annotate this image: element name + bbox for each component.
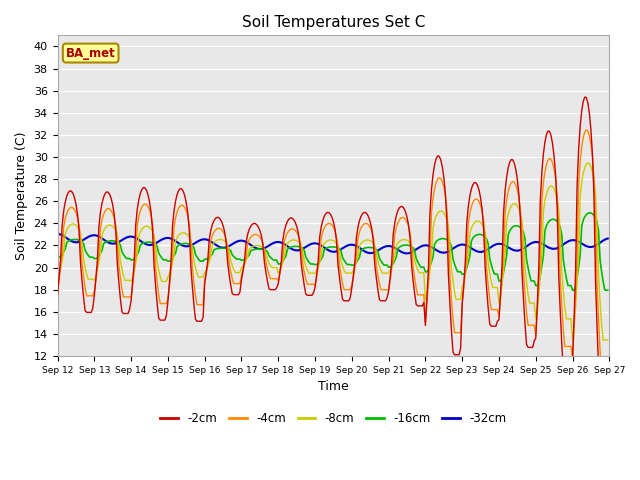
Text: BA_met: BA_met: [66, 47, 116, 60]
Y-axis label: Soil Temperature (C): Soil Temperature (C): [15, 132, 28, 260]
Title: Soil Temperatures Set C: Soil Temperatures Set C: [242, 15, 425, 30]
Legend: -2cm, -4cm, -8cm, -16cm, -32cm: -2cm, -4cm, -8cm, -16cm, -32cm: [156, 407, 511, 430]
X-axis label: Time: Time: [318, 380, 349, 394]
